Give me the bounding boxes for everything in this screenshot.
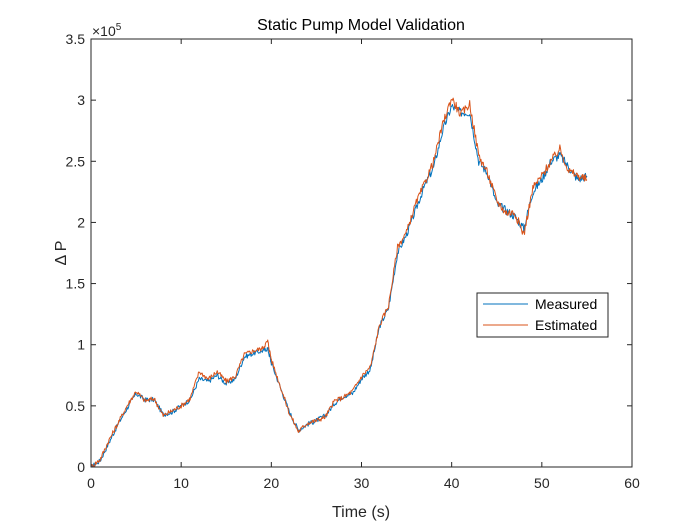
y-axis-label: Δ P bbox=[53, 241, 70, 266]
y-exponent-power: 5 bbox=[116, 22, 122, 33]
x-axis-label: Time (s) bbox=[332, 504, 390, 521]
x-tick-label: 30 bbox=[354, 475, 370, 491]
legend-label-measured: Measured bbox=[535, 296, 597, 312]
series-line-estimated bbox=[90, 97, 588, 468]
plot-area bbox=[90, 38, 633, 468]
x-tick-label: 0 bbox=[87, 475, 95, 491]
y-tick-label: 0.5 bbox=[66, 398, 86, 414]
series-line-measured bbox=[90, 104, 588, 468]
y-tick-label: 1.5 bbox=[66, 276, 86, 292]
legend: Measured Estimated bbox=[476, 292, 609, 338]
y-tick-label: 3.5 bbox=[66, 31, 86, 47]
y-tick-label: 0 bbox=[77, 459, 85, 475]
series-layer bbox=[90, 97, 588, 468]
y-tick-label: 3 bbox=[77, 92, 85, 108]
x-tick-label: 20 bbox=[264, 475, 280, 491]
y-tick-label: 2 bbox=[77, 214, 85, 230]
y-tick-label: 1 bbox=[77, 337, 85, 353]
x-tick-label: 10 bbox=[173, 475, 189, 491]
x-tick-label: 50 bbox=[534, 475, 550, 491]
tick-layer: 0 10 20 30 40 50 60 0 0.5 1 1.5 2 2.5 3 3.5 bbox=[66, 31, 640, 491]
legend-label-estimated: Estimated bbox=[535, 317, 597, 333]
x-tick-label: 40 bbox=[444, 475, 460, 491]
y-exponent-base: ×10 bbox=[92, 23, 116, 39]
y-exponent-label: ×105 bbox=[92, 22, 122, 39]
legend-box bbox=[476, 292, 609, 338]
chart-title: Static Pump Model Validation bbox=[257, 17, 465, 34]
x-tick-label: 60 bbox=[624, 475, 640, 491]
y-tick-label: 2.5 bbox=[66, 153, 86, 169]
